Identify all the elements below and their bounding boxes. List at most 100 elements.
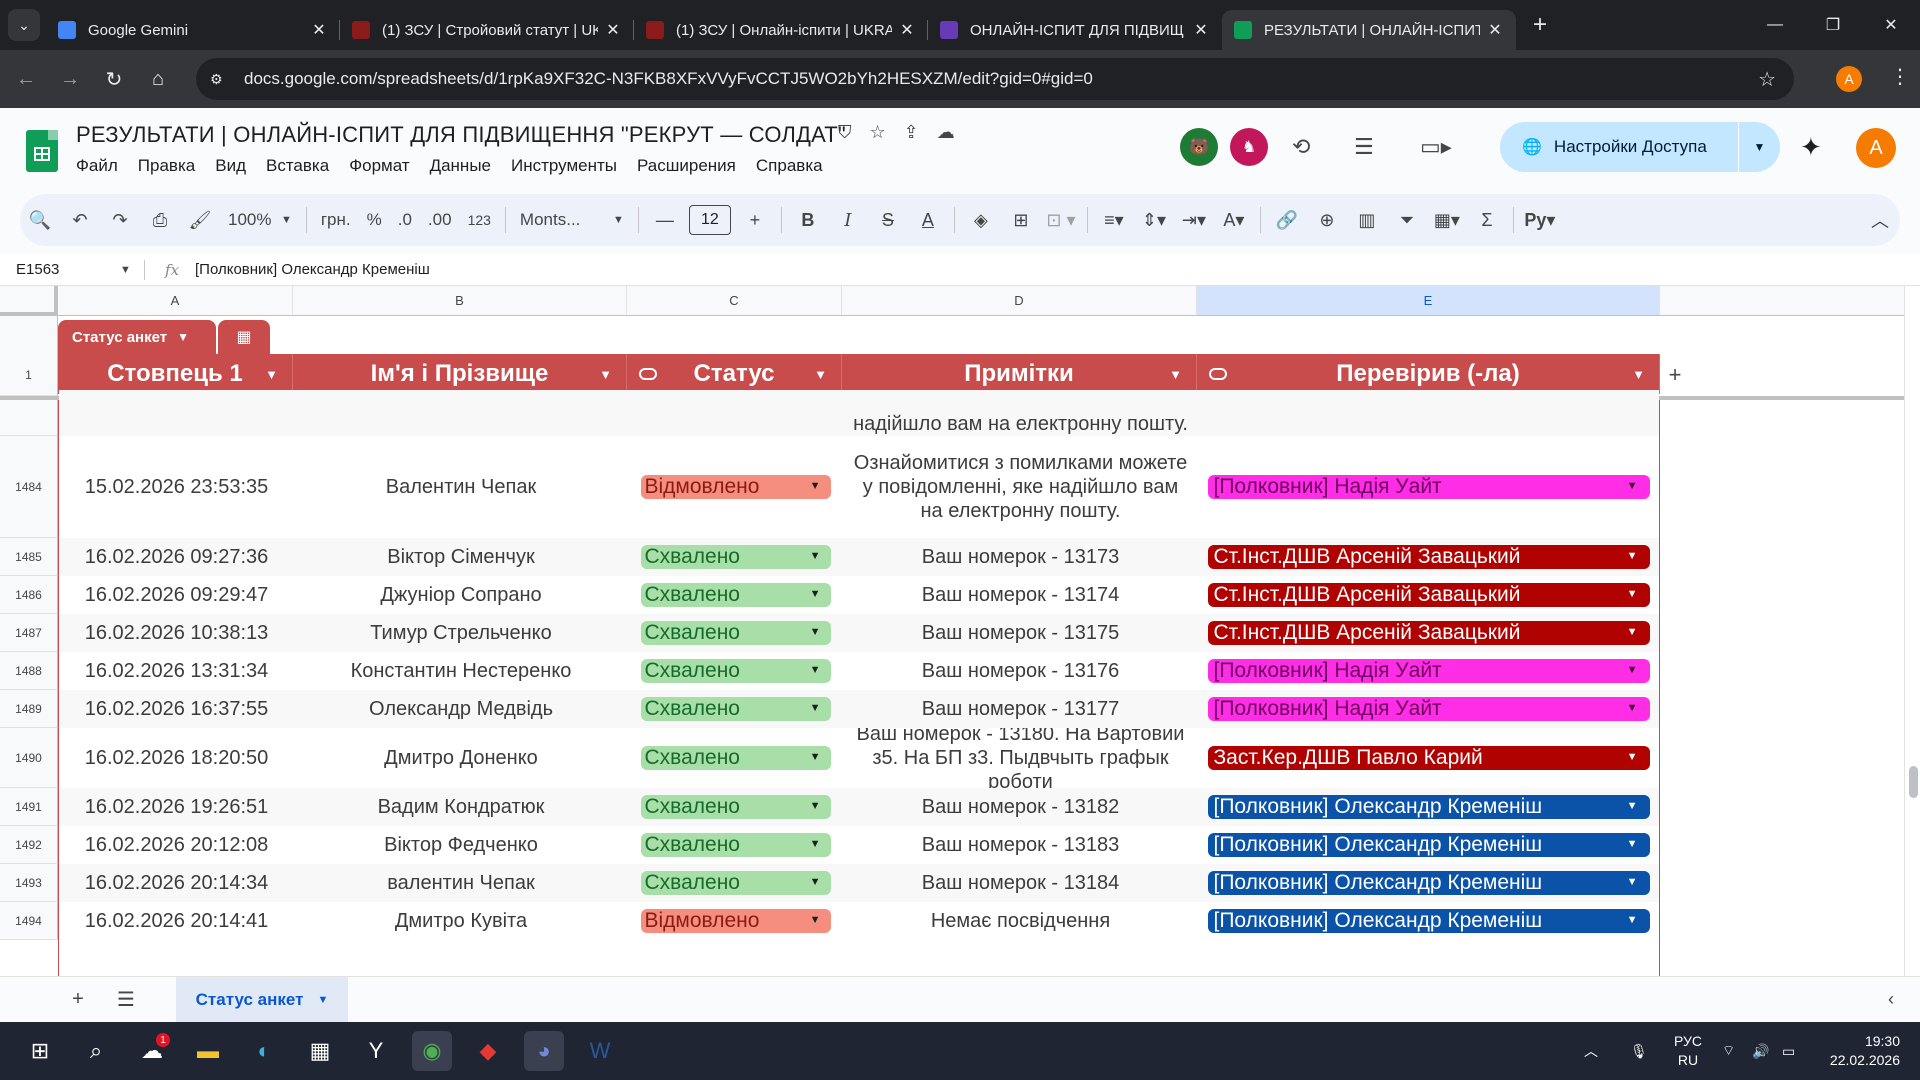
row-number[interactable]: 1486 bbox=[0, 576, 58, 614]
increase-font-size-icon[interactable]: + bbox=[749, 209, 761, 230]
currency-format-button[interactable]: грн. bbox=[320, 210, 351, 229]
increase-decimal-button[interactable]: .00 bbox=[427, 210, 452, 229]
table-column-header[interactable]: Стовпець 1 ▼ bbox=[58, 354, 293, 394]
note-cell[interactable]: Ваш номерок - 13180. На Вартовий з5. На … bbox=[843, 728, 1198, 788]
reviewer-dropdown-chip[interactable]: [Полковник] Олександр Кременіш ▼ bbox=[1207, 871, 1650, 895]
menu-item[interactable]: Формат bbox=[349, 156, 410, 175]
timestamp-cell[interactable]: 16.02.2026 19:26:51 bbox=[59, 788, 294, 826]
undo-icon[interactable]: ↶ bbox=[72, 209, 88, 230]
table-column-header[interactable]: Ім'я і Прізвище ▼ bbox=[293, 354, 627, 394]
reviewer-cell[interactable]: [Полковник] Олександр Кременіш ▼ bbox=[1198, 864, 1659, 902]
timestamp-cell[interactable]: 16.02.2026 20:14:34 bbox=[59, 864, 294, 902]
status-dropdown-chip[interactable]: Схвалено ▼ bbox=[640, 871, 831, 895]
site-info-icon[interactable]: ⚙ bbox=[210, 70, 223, 87]
status-dropdown-chip[interactable]: Схвалено ▼ bbox=[640, 621, 831, 645]
reviewer-dropdown-chip[interactable]: [Полковник] Олександр Кременіш ▼ bbox=[1207, 833, 1650, 857]
table-calc-icon[interactable]: ▦ bbox=[218, 320, 270, 354]
reviewer-cell[interactable]: [Полковник] Олександр Кременіш ▼ bbox=[1198, 788, 1659, 826]
timestamp-cell[interactable]: 16.02.2026 18:20:50 bbox=[59, 728, 294, 788]
status-dropdown-chip[interactable]: Схвалено ▼ bbox=[640, 833, 831, 857]
reviewer-dropdown-chip[interactable]: Ст.Інст.ДШВ Арсеній Завацький ▼ bbox=[1207, 583, 1650, 607]
minimize-icon[interactable]: — bbox=[1767, 16, 1783, 33]
note-cell[interactable]: Ваш номерок - 13176 bbox=[843, 652, 1198, 690]
status-dropdown-chip[interactable]: Схвалено ▼ bbox=[640, 659, 831, 683]
weather-icon[interactable]: ☁ 1 bbox=[132, 1031, 172, 1071]
note-cell[interactable]: Ваш номерок - 13173 bbox=[843, 538, 1198, 576]
name-cell[interactable]: Дмитро Доненко bbox=[294, 728, 628, 788]
status-dropdown-chip[interactable]: Відмовлено ▼ bbox=[640, 909, 831, 933]
column-menu-chevron-icon[interactable]: ▼ bbox=[1169, 366, 1182, 382]
meet-camera-icon[interactable]: ▭▸ bbox=[1420, 134, 1452, 159]
note-cell[interactable]: Ваш номерок - 13174 bbox=[843, 576, 1198, 614]
column-menu-chevron-icon[interactable]: ▼ bbox=[814, 366, 827, 382]
yandex-icon[interactable]: Y bbox=[368, 1038, 384, 1063]
browser-tab[interactable]: Google Gemini ✕ bbox=[46, 10, 340, 50]
name-cell[interactable]: Валентин Чепак bbox=[294, 436, 628, 538]
name-box[interactable]: E1563 bbox=[16, 261, 60, 278]
column-header-a[interactable]: A bbox=[58, 286, 293, 316]
row-number-header[interactable]: 1 bbox=[0, 354, 58, 396]
zoom-select[interactable]: 100% ▼ bbox=[220, 194, 300, 246]
reviewer-dropdown-chip[interactable]: [Полковник] Надія Уайт ▼ bbox=[1207, 697, 1650, 721]
timestamp-cell[interactable]: 15.02.2026 23:53:35 bbox=[59, 436, 294, 538]
status-cell[interactable]: Схвалено ▼ bbox=[628, 614, 843, 652]
home-icon[interactable]: ⌂ bbox=[151, 67, 165, 90]
clock[interactable]: 19:30 22.02.2026 bbox=[1820, 1032, 1900, 1070]
browser-tab[interactable]: (1) ЗСУ | Стройовий статут | UK ✕ bbox=[340, 10, 634, 50]
row-number[interactable] bbox=[0, 400, 58, 436]
select-all-corner[interactable] bbox=[0, 286, 58, 316]
name-cell[interactable]: Віктор Сіменчук bbox=[294, 538, 628, 576]
reviewer-cell[interactable]: Ст.Інст.ДШВ Арсеній Завацький ▼ bbox=[1198, 538, 1659, 576]
reviewer-cell[interactable]: Ст.Інст.ДШВ Арсеній Завацький ▼ bbox=[1198, 614, 1659, 652]
new-tab-icon[interactable]: + bbox=[1532, 11, 1547, 38]
merge-cells-icon[interactable]: ⊡ ▾ bbox=[1046, 209, 1076, 230]
status-cell[interactable]: Схвалено ▼ bbox=[628, 788, 843, 826]
decrease-font-size-icon[interactable]: — bbox=[655, 209, 674, 230]
collaborator-avatar-bear-icon[interactable]: 🐻 bbox=[1180, 128, 1218, 166]
column-header-c[interactable]: C bbox=[627, 286, 842, 316]
share-button[interactable]: 🌐 Настройки Доступа ▼ bbox=[1500, 122, 1780, 172]
insert-link-icon[interactable]: 🔗 bbox=[1275, 209, 1299, 230]
note-cell[interactable]: Ваш номерок - 13182 bbox=[843, 788, 1198, 826]
paint-format-icon[interactable]: 🖌 bbox=[188, 209, 212, 230]
browser-menu-icon[interactable]: ⋮ bbox=[1890, 66, 1910, 88]
column-menu-chevron-icon[interactable]: ▼ bbox=[599, 366, 612, 382]
sheets-logo-icon[interactable] bbox=[26, 130, 58, 172]
cell[interactable] bbox=[1198, 390, 1659, 436]
vertical-scrollbar[interactable] bbox=[1904, 286, 1920, 976]
text-wrap-icon[interactable]: ⇥▾ bbox=[1181, 209, 1206, 230]
status-dropdown-chip[interactable]: Схвалено ▼ bbox=[640, 746, 831, 770]
tab-search-icon[interactable]: ⌄ bbox=[8, 9, 40, 41]
table-column-header[interactable]: Статус ▼ bbox=[627, 354, 842, 394]
start-icon[interactable]: ⊞ bbox=[30, 1038, 50, 1063]
url-field[interactable]: ⚙ docs.google.com/spreadsheets/d/1rpKa9X… bbox=[196, 58, 1794, 100]
reviewer-cell[interactable]: [Полковник] Олександр Кременіш ▼ bbox=[1198, 826, 1659, 864]
status-cell[interactable]: Схвалено ▼ bbox=[628, 538, 843, 576]
row-number[interactable]: 1490 bbox=[0, 728, 58, 788]
collaborator-avatar-animal-icon[interactable]: ♞ bbox=[1230, 128, 1268, 166]
timestamp-cell[interactable]: 16.02.2026 20:12:08 bbox=[59, 826, 294, 864]
close-tab-icon[interactable]: ✕ bbox=[900, 22, 914, 39]
microphone-icon[interactable]: 🎙 bbox=[1630, 1042, 1648, 1059]
note-cell[interactable]: Ваш номерок - 13175 bbox=[843, 614, 1198, 652]
back-icon[interactable]: ← bbox=[16, 67, 36, 90]
reviewer-dropdown-chip[interactable]: Заст.Кер.ДШВ Павло Карий ▼ bbox=[1207, 746, 1650, 770]
maximize-icon[interactable]: ❐ bbox=[1825, 17, 1841, 34]
status-dropdown-chip[interactable]: Схвалено ▼ bbox=[640, 545, 831, 569]
browser-tab[interactable]: РЕЗУЛЬТАТИ | ОНЛАЙН-ІСПИТ ✕ bbox=[1222, 10, 1516, 50]
scrollbar-thumb[interactable] bbox=[1909, 766, 1918, 798]
all-sheets-icon[interactable]: ☰ bbox=[117, 989, 135, 1011]
battery-icon[interactable]: ▭ bbox=[1782, 1042, 1796, 1059]
filter-views-icon[interactable]: ▦▾ bbox=[1433, 209, 1460, 230]
percent-format-button[interactable]: % bbox=[366, 210, 382, 229]
search-icon[interactable]: ⌕ bbox=[89, 1038, 103, 1063]
font-size-input[interactable]: 12 bbox=[688, 205, 731, 235]
functions-icon[interactable]: Σ bbox=[1481, 209, 1493, 230]
name-cell[interactable]: Дмитро Кувіта bbox=[294, 902, 628, 940]
menu-item[interactable]: Вставка bbox=[266, 156, 330, 175]
close-tab-icon[interactable]: ✕ bbox=[1194, 22, 1208, 39]
name-cell[interactable]: Джуніор Сопрано bbox=[294, 576, 628, 614]
status-cell[interactable]: Схвалено ▼ bbox=[628, 728, 843, 788]
browser-profile-avatar[interactable]: A bbox=[1836, 66, 1862, 92]
reviewer-cell[interactable]: [Полковник] Надія Уайт ▼ bbox=[1198, 690, 1659, 728]
